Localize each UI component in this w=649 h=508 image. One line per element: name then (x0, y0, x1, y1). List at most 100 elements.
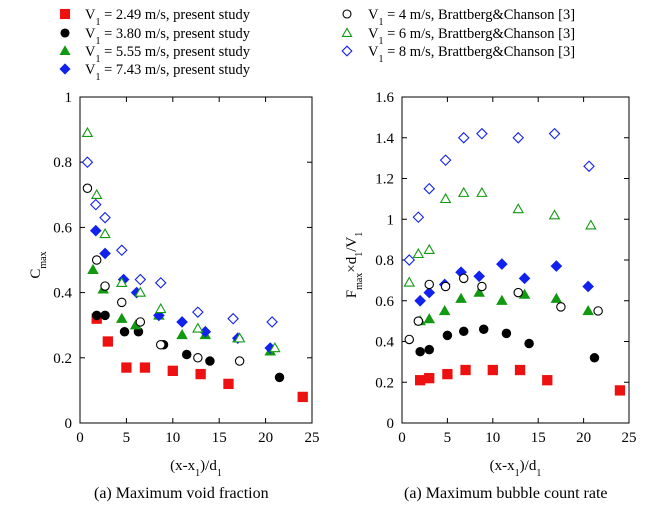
legend-label-c4: V1 = 4 m/s, Brattberg&Chanson [3] (368, 7, 575, 28)
data-point-s1 (297, 391, 308, 403)
data-point-c8 (134, 273, 147, 286)
data-point-s2 (91, 310, 102, 321)
y-tick-label: 0 (387, 416, 395, 432)
data-point-c4 (82, 183, 93, 194)
y-tick-label: 0.6 (53, 220, 72, 236)
data-point-c6 (548, 209, 561, 220)
y-tick-label: 0.8 (375, 253, 394, 269)
data-point-c8 (583, 160, 595, 173)
data-point-c6 (412, 247, 425, 259)
legend-label-s3: V1 = 5.55 m/s, present study (85, 44, 251, 65)
data-point-c4 (440, 281, 451, 292)
x-axis-label: (x-x1)/d1 (170, 458, 222, 479)
data-point-c6 (423, 243, 436, 254)
data-point-s3 (455, 292, 467, 303)
data-point-c4 (413, 316, 424, 326)
data-point-c6 (439, 192, 452, 204)
data-point-c8 (81, 156, 94, 169)
y-tick-label: 0.6 (375, 294, 394, 310)
x-tick-label: 25 (305, 430, 320, 446)
data-point-c8 (548, 127, 561, 140)
data-point-c6 (115, 276, 128, 287)
data-point-s4 (176, 316, 188, 328)
data-point-s2 (524, 338, 534, 349)
data-point-c8 (115, 244, 128, 257)
data-point-s4 (99, 247, 111, 260)
data-point-s2 (274, 372, 285, 383)
data-point-c6 (512, 203, 525, 214)
data-point-s3 (176, 329, 188, 340)
y-axis-label: Cmax (28, 251, 49, 278)
data-point-c4 (234, 356, 245, 366)
x-tick-label: 0 (76, 430, 84, 446)
data-point-c6 (233, 332, 246, 343)
panel-max-void-fraction: 0 5 10 15 20 25 0 0.2 0.4 0.6 0.8 1 (x-x1)/d1 Cmax (a)… (28, 90, 320, 502)
y-tick-label: 0.8 (53, 155, 72, 171)
data-point-s2 (181, 349, 192, 360)
data-point-c6 (99, 227, 111, 239)
data-point-c4 (458, 273, 469, 284)
data-point-c8 (192, 306, 204, 318)
data-point-c4 (91, 255, 102, 265)
data-point-c8 (154, 277, 167, 289)
plot-frame (79, 96, 313, 424)
x-tick-label: 25 (622, 430, 637, 446)
data-point-c6 (403, 276, 416, 287)
data-point-s1 (195, 368, 206, 380)
data-point-s2 (478, 324, 489, 335)
data-point-c6 (134, 286, 147, 297)
data-point-s1 (514, 364, 526, 376)
data-point-s4 (496, 258, 508, 270)
data-point-s3 (582, 304, 594, 316)
y-axis-label: Fmax×d1/V1 (344, 232, 365, 299)
data-point-s2 (119, 326, 130, 337)
x-tick-label: 10 (485, 430, 500, 446)
data-point-s2 (589, 353, 600, 363)
legend-marker-s2 (60, 28, 70, 38)
data-point-s2 (442, 330, 453, 341)
data-point-s3 (473, 286, 485, 297)
data-point-s4 (89, 224, 102, 237)
y-tick-label: 1.2 (375, 172, 394, 188)
legend-marker-c6 (341, 27, 353, 38)
panel-caption: (a) Maximum bubble count rate (404, 485, 608, 502)
x-tick-label: 15 (531, 430, 546, 446)
y-tick-label: 0 (65, 416, 73, 432)
data-point-c8 (457, 131, 470, 144)
x-tick-label: 5 (123, 430, 131, 446)
data-point-s1 (121, 362, 132, 373)
data-point-c8 (476, 127, 488, 140)
legend-marker-s1 (59, 8, 71, 20)
data-point-c4 (477, 281, 487, 292)
legend-label-c8: V1 = 8 m/s, Brattberg&Chanson [3] (368, 44, 575, 65)
data-point-s2 (415, 346, 425, 357)
x-tick-label: 15 (212, 430, 227, 446)
data-point-s2 (424, 344, 434, 355)
legend-marker-s3 (59, 45, 71, 56)
data-point-s1 (614, 385, 626, 396)
data-point-c4 (424, 279, 434, 290)
data-point-s1 (102, 336, 113, 347)
panel-max-bubble-count-rate: 0 5 10 15 20 25 0 0.2 0.4 0.6 0.8 1 1.2 1.4 1.6 (x-x1)/… (344, 90, 637, 502)
data-point-c4 (513, 287, 523, 298)
x-tick-label: 10 (165, 430, 180, 446)
legend-marker-c8 (341, 45, 353, 57)
legend-label-s2: V1 = 3.80 m/s, present study (85, 26, 251, 47)
data-point-c8 (412, 211, 425, 224)
x-tick-label: 5 (444, 430, 452, 446)
y-tick-label: 0.4 (375, 335, 394, 351)
legend-label-s1: V1 = 2.49 m/s, present study (85, 7, 251, 28)
legend-marker-s4 (59, 63, 71, 75)
y-tick-label: 0.4 (53, 286, 72, 302)
data-point-c4 (155, 340, 166, 350)
data-point-s1 (460, 364, 471, 376)
legend-label-c6: V1 = 6 m/s, Brattberg&Chanson [3] (368, 26, 575, 47)
data-point-s4 (153, 309, 165, 322)
data-point-s4 (473, 270, 485, 283)
data-point-c6 (457, 186, 470, 197)
data-point-s1 (542, 375, 553, 386)
x-axis-label: (x-x1)/d1 (490, 458, 542, 479)
y-tick-label: 0.2 (375, 375, 394, 391)
data-point-c4 (100, 281, 110, 291)
